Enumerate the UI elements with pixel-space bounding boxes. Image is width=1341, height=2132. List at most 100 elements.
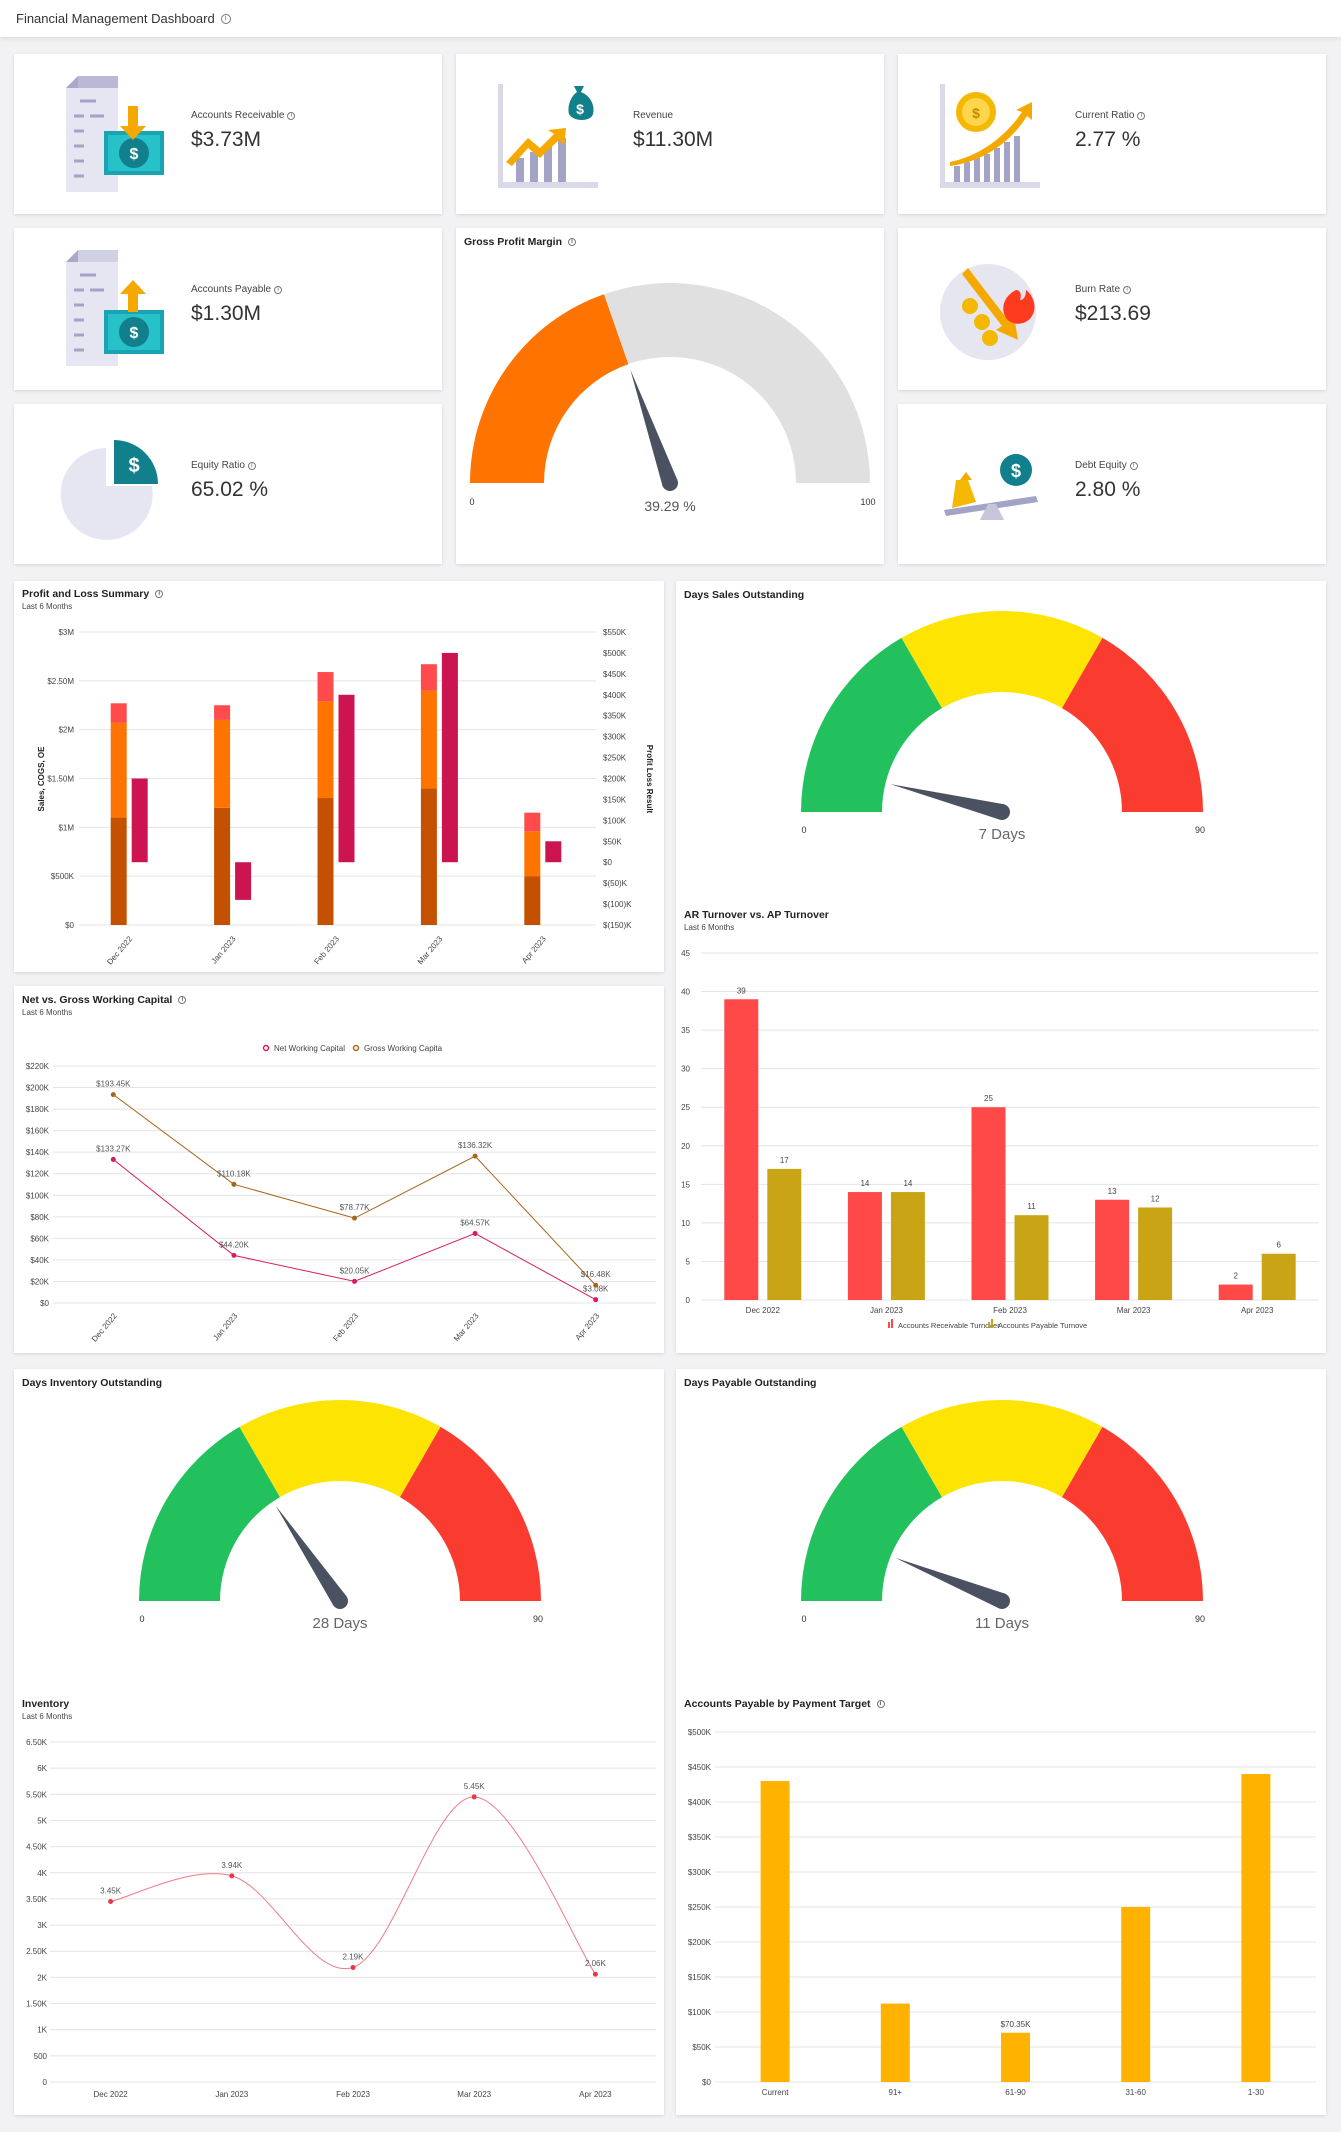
x-tick-label: Apr 2023 — [1241, 1306, 1274, 1315]
bar — [847, 1192, 882, 1300]
info-icon[interactable]: i — [155, 590, 164, 598]
info-icon[interactable]: i — [1123, 285, 1132, 294]
y-axis-label: Sales, COGS, OE — [37, 746, 46, 812]
info-icon[interactable]: i — [247, 461, 256, 470]
bar — [1261, 1253, 1296, 1300]
gauge-band — [901, 1400, 1103, 1498]
dashboard-title: Financial Management Dashboard — [16, 11, 215, 26]
profit-loss-bar — [545, 841, 562, 863]
svg-text:$: $ — [130, 325, 139, 342]
x-tick-label: Dec 2022 — [93, 2090, 128, 2099]
y-tick-label: 2.50K — [26, 1947, 48, 1956]
y-tick-label: $100K — [26, 1191, 50, 1200]
y-tick-label: $20K — [30, 1277, 49, 1286]
kpi-revenue: $ Revenue $11.30M — [456, 54, 884, 214]
kpi-label-text: Accounts Receivable — [191, 110, 285, 121]
gauge-needle — [895, 1557, 1005, 1609]
stacked-bar-segment — [214, 705, 231, 720]
stacked-bar-segment — [420, 690, 437, 789]
y-tick-label: 3.50K — [26, 1895, 48, 1904]
gauge-band — [239, 1400, 441, 1498]
chart-title: Days Payable Outstanding — [684, 1377, 817, 1389]
y-tick-label: $40K — [30, 1256, 49, 1265]
gauge-value-label: 39.29 % — [644, 498, 695, 514]
info-icon[interactable]: i — [287, 111, 296, 120]
data-label: $16.48K — [581, 1270, 611, 1279]
y-tick-label: $80K — [30, 1213, 49, 1222]
bar — [1095, 1199, 1130, 1300]
y-tick-label: $500K — [688, 1728, 712, 1737]
y2-tick-label: $550K — [603, 628, 627, 637]
data-point — [110, 1092, 116, 1098]
y-tick-label: 15 — [681, 1180, 690, 1189]
gauge-value-label: 28 Days — [312, 1615, 367, 1632]
x-tick-label: Mar 2023 — [457, 2090, 491, 2099]
gauge-fill — [470, 294, 629, 483]
kpi-burn-rate: Burn Rate i $213.69 — [898, 228, 1326, 390]
data-point — [471, 1794, 477, 1800]
info-icon[interactable]: i — [876, 1700, 885, 1708]
growth-chart-money-bag-icon: $ — [498, 84, 598, 188]
y-tick-label: $300K — [688, 1868, 712, 1877]
y-tick-label: $1.50M — [47, 775, 74, 784]
info-icon[interactable]: i — [1129, 461, 1138, 470]
gauge-needle-hub — [662, 475, 678, 491]
x-tick-label: Feb 2023 — [993, 1306, 1027, 1315]
legend-marker — [888, 1322, 890, 1328]
y-tick-label: 3K — [37, 1921, 47, 1930]
info-icon[interactable]: i — [178, 996, 187, 1004]
gauge-band — [1062, 1426, 1203, 1601]
y-tick-label: $3M — [58, 628, 74, 637]
kpi-value: 2.80 % — [1075, 478, 1141, 501]
stacked-bar-segment — [524, 876, 541, 925]
x-tick-label: Mar 2023 — [452, 1311, 481, 1343]
gauge-band — [801, 1426, 942, 1601]
profit-loss-card: $0 $500K $1M $1.50M $2M $2.50M $3M $(150)K $(100… — [14, 581, 664, 972]
stacked-bar-segment — [317, 672, 334, 702]
profit-loss-bar — [338, 694, 355, 863]
y2-tick-label: $150K — [603, 795, 627, 804]
data-label: 39 — [737, 986, 746, 995]
chart-subtitle: Last 6 Months — [22, 602, 73, 611]
stacked-bar-segment — [420, 664, 437, 691]
y-tick-label: $180K — [26, 1105, 50, 1114]
gauge-value-label: 11 Days — [975, 1615, 1029, 1632]
y2-tick-label: $(100)K — [603, 900, 632, 909]
gauge-needle — [890, 784, 1004, 820]
bar — [1218, 1284, 1253, 1300]
data-label: $20.05K — [340, 1266, 370, 1275]
y-tick-label: $2M — [58, 726, 74, 735]
stacked-bar-segment — [214, 807, 231, 925]
info-icon[interactable]: i — [568, 238, 577, 246]
burning-coins-icon — [940, 264, 1036, 360]
y-tick-label: $60K — [30, 1234, 49, 1243]
gauge-band — [139, 1426, 280, 1601]
y-tick-label: $120K — [26, 1170, 50, 1179]
legend-marker — [262, 1044, 270, 1052]
data-point — [472, 1153, 478, 1159]
legend-marker — [991, 1319, 993, 1328]
kpi-value: $11.30M — [633, 128, 714, 151]
svg-text:$: $ — [972, 105, 980, 121]
y-tick-label: 30 — [681, 1065, 690, 1074]
gauge-min-label: 0 — [469, 497, 474, 507]
data-label: 25 — [984, 1094, 993, 1103]
gauge-needle-hub — [994, 1593, 1010, 1609]
y2-tick-label: $200K — [603, 775, 627, 784]
info-icon[interactable]: i — [1137, 111, 1146, 120]
data-point — [352, 1215, 357, 1221]
coin-chart-icon: $ — [940, 84, 1040, 188]
y2-tick-label: $350K — [603, 712, 627, 721]
data-label: 3.94K — [221, 1861, 243, 1870]
x-tick-label: Feb 2023 — [312, 934, 341, 966]
data-label: $110.18K — [217, 1169, 251, 1178]
stacked-bar-segment — [110, 817, 127, 925]
data-point — [593, 1297, 599, 1303]
data-label: $136.32K — [458, 1141, 493, 1150]
info-icon[interactable]: i — [220, 13, 231, 24]
dio-inventory-card: 0 90 28 Days 0 500 1K 1.50K 2K 2.50K 3K 3.50K 4K 4.5… — [14, 1369, 664, 2115]
info-icon[interactable]: i — [274, 285, 283, 294]
data-label: 14 — [903, 1179, 912, 1188]
data-label: 2 — [1233, 1272, 1238, 1281]
x-tick-label: Apr 2023 — [520, 934, 548, 965]
